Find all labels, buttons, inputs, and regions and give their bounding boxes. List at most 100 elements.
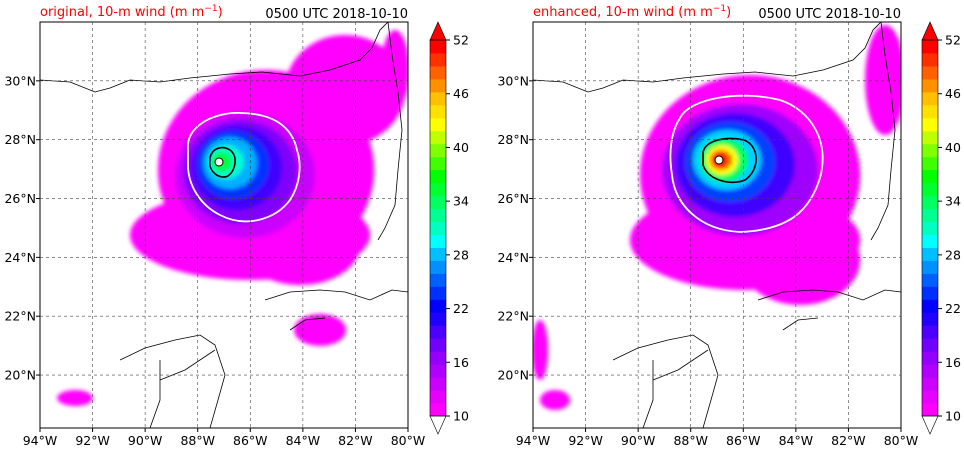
y-tick-label: 22°N [497, 309, 529, 324]
colorbar-extend-max [921, 21, 939, 41]
x-tick-label: 94°W [23, 433, 58, 448]
x-tick-label: 84°W [779, 433, 814, 448]
colorbar-bin [922, 182, 938, 197]
colorbar-bin [430, 325, 446, 339]
colorbar-bin [430, 377, 446, 391]
colorbar-bin [430, 208, 446, 223]
colorbar-bin [922, 91, 938, 106]
colorbar-bin [430, 234, 446, 248]
y-tick-label: 24°N [497, 250, 529, 265]
colorbar-tick-label: 46 [453, 86, 469, 101]
colorbar-tick-label: 28 [945, 247, 961, 262]
colorbar-tick-label: 10 [945, 409, 961, 424]
colorbar-bin [922, 364, 938, 378]
colorbar-bin [922, 104, 938, 119]
x-tick-label: 92°W [568, 433, 603, 448]
map-area-original [40, 22, 408, 428]
title-left-end: ) [218, 5, 223, 20]
coastlines-original [40, 22, 408, 428]
colorbar-bin [922, 338, 938, 352]
colorbar-bin [430, 299, 446, 313]
panel-time-label: 0500 UTC 2018-10-10 [758, 7, 901, 22]
colorbar-bin [430, 65, 446, 80]
colorbar-bin [922, 299, 938, 313]
y-tick-label: 26°N [4, 191, 36, 206]
colorbar-bin [430, 40, 446, 54]
colorbar-bin [430, 143, 446, 158]
colorbar-bin [430, 247, 446, 261]
colorbar-tick-label: 34 [453, 194, 469, 209]
colorbar-bin [430, 182, 446, 197]
x-tick-label: 82°W [831, 433, 866, 448]
colorbar-bin [922, 65, 938, 80]
colorbar-bin [430, 364, 446, 378]
colorbar-bin [922, 234, 938, 248]
x-tick-label: 88°W [180, 433, 215, 448]
title-left-end: ) [726, 5, 731, 20]
colorbar-bin [922, 221, 938, 235]
colorbar-bin [430, 286, 446, 300]
y-tick-label: 24°N [4, 250, 36, 265]
colorbar-bin [430, 117, 446, 132]
colorbar-tick-label: 40 [453, 140, 469, 155]
x-tick-label: 90°W [128, 433, 163, 448]
x-tick-label: 82°W [338, 433, 373, 448]
map-frame-original [39, 21, 409, 429]
colorbar-bin [430, 195, 446, 210]
panel-original: original, 10-m wind (m m−1) 0500 UTC 201… [4, 4, 468, 448]
gridlines-original [36, 22, 409, 432]
colorbar-bin [922, 390, 938, 404]
colorbar-bin [922, 52, 938, 67]
colorbar-bin [430, 273, 446, 287]
colorbar-tick-label: 52 [945, 33, 961, 48]
wind-field-enhanced [533, 25, 901, 410]
colorbar-bin [922, 195, 938, 210]
colorbar-tick-label: 46 [945, 86, 961, 101]
colorbar-extend-min [429, 415, 447, 435]
x-tick-labels-enhanced: 94°W 92°W 90°W 88°W 86°W 84°W 82°W 80°W [516, 433, 919, 448]
colorbar-tick-label: 28 [453, 247, 469, 262]
colorbar-tick-label: 16 [453, 355, 469, 370]
x-tick-label: 88°W [673, 433, 708, 448]
colorbar-extend-min [921, 415, 939, 435]
colorbar-bin [922, 325, 938, 339]
colorbar-bin [922, 286, 938, 300]
colorbar-bin [922, 130, 938, 145]
colorbar-bin [922, 351, 938, 365]
x-tick-label: 94°W [516, 433, 551, 448]
contours-original [187, 112, 301, 223]
map-area-enhanced [533, 22, 901, 428]
x-tick-label: 80°W [884, 433, 919, 448]
y-tick-label: 20°N [4, 368, 36, 383]
x-tick-label: 86°W [726, 433, 761, 448]
colorbar-tick-label: 22 [945, 301, 961, 316]
x-tick-label: 90°W [621, 433, 656, 448]
colorbar-tick-label: 52 [453, 33, 469, 48]
colorbar-bin [922, 40, 938, 54]
colorbar-frame [921, 39, 939, 417]
coastlines-enhanced [533, 22, 901, 428]
colorbar-tick-label: 10 [453, 409, 469, 424]
colorbar-bin [430, 78, 446, 93]
y-tick-labels-original: 20°N 22°N 24°N 26°N 28°N 30°N [4, 73, 36, 382]
colorbar-bin [430, 351, 446, 365]
colorbar-bin [430, 403, 446, 417]
colorbar-bin [922, 78, 938, 93]
title-left-sup: −1 [713, 4, 726, 14]
colorbar-bin [922, 273, 938, 287]
colorbar-bin [922, 312, 938, 326]
colorbar-bin [922, 143, 938, 158]
colorbar-bin [430, 91, 446, 106]
colorbar-bin [430, 338, 446, 352]
colorbar-bin [922, 208, 938, 223]
colorbar-bin [922, 377, 938, 391]
x-tick-labels-original: 94°W 92°W 90°W 88°W 86°W 84°W 82°W 80°W [23, 433, 426, 448]
colorbar-bin [922, 247, 938, 261]
y-tick-label: 30°N [497, 73, 529, 88]
colorbar-bin [430, 104, 446, 119]
y-tick-label: 22°N [4, 309, 36, 324]
colorbar-bin [922, 169, 938, 184]
y-tick-labels-enhanced: 20°N 22°N 24°N 26°N 28°N 30°N [497, 73, 529, 382]
panel-title-left: enhanced, 10-m wind (m m−1) [533, 4, 731, 20]
panel-enhanced: enhanced, 10-m wind (m m−1) 0500 UTC 201… [497, 4, 960, 448]
